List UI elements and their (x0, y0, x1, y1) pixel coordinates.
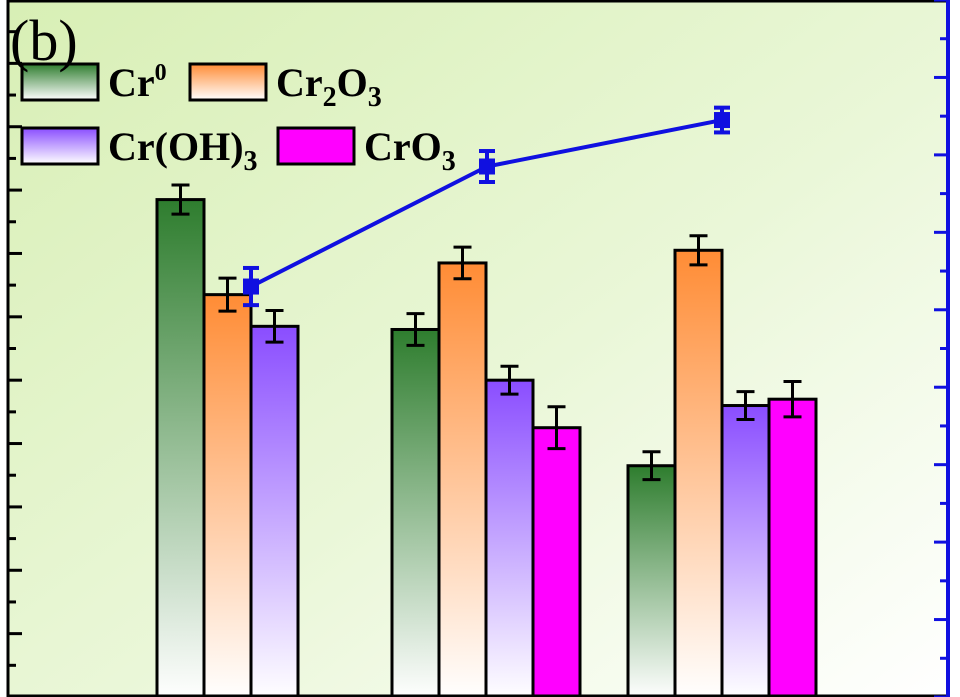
bar-cr-oh-3-2 (486, 380, 533, 697)
bar-cr0-1 (157, 200, 204, 697)
bar-cro3-2 (533, 428, 580, 697)
bar-cr0-3 (628, 466, 675, 697)
legend-swatch (22, 128, 98, 164)
bar-cr-oh-3-3 (722, 406, 769, 697)
bar-cr0-2 (392, 329, 439, 697)
bar-cr-oh-3-1 (251, 326, 298, 697)
panel-label: (b) (10, 8, 78, 73)
legend-swatch (190, 64, 266, 100)
bar-cr2o3-3 (675, 250, 722, 697)
bar-cr2o3-2 (439, 263, 486, 697)
bar-cro3-3 (769, 399, 816, 697)
bar-cr2o3-1 (204, 295, 251, 697)
legend-swatch (278, 128, 354, 164)
